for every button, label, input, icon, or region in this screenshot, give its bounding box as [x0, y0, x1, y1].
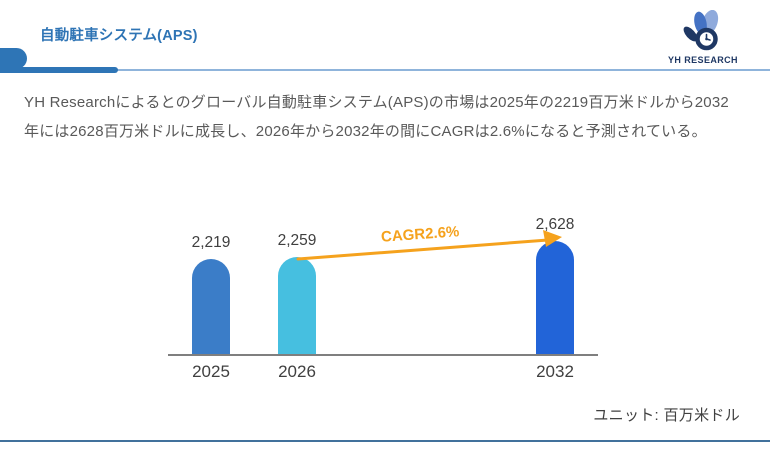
- bar-2025: [192, 259, 230, 355]
- header-divider-accent: [0, 67, 118, 73]
- page-title: 自動駐車システム(APS): [40, 28, 198, 44]
- bar-value-label: 2,628: [535, 216, 575, 233]
- bar-2032: [536, 241, 574, 355]
- bar-group-2032: 2,628: [535, 216, 575, 355]
- bar-2026: [278, 257, 316, 355]
- x-tick-2025: 2025: [192, 362, 230, 381]
- bar-value-label: 2,259: [277, 232, 317, 249]
- x-axis-line: [168, 354, 598, 356]
- header-accent-shape: [0, 48, 27, 69]
- growth-arrow-icon: [296, 230, 562, 261]
- x-tick-2026: 2026: [278, 362, 316, 381]
- logo-text: YH RESEARCH: [668, 55, 738, 65]
- header-divider-line: [0, 69, 770, 71]
- yh-research-logo: YH RESEARCH: [663, 10, 743, 65]
- logo-icon: [683, 10, 719, 51]
- summary-line-2: 年には2628百万米ドルに成長し、2026年から2032年の間にCAGRは2.6…: [24, 122, 707, 140]
- unit-note: ユニット: 百万米ドル: [593, 407, 740, 424]
- bar-value-label: 2,219: [191, 234, 231, 251]
- summary-text: YH Researchによるとのグローバル自動駐車システム(APS)の市場は20…: [24, 89, 729, 146]
- x-tick-2032: 2032: [536, 362, 574, 381]
- bar-group-2026: 2,259: [277, 232, 317, 355]
- bar-group-2025: 2,219: [191, 234, 231, 355]
- footer-line: [0, 440, 770, 442]
- summary-line-1: YH Researchによるとのグローバル自動駐車システム(APS)の市場は20…: [24, 94, 729, 111]
